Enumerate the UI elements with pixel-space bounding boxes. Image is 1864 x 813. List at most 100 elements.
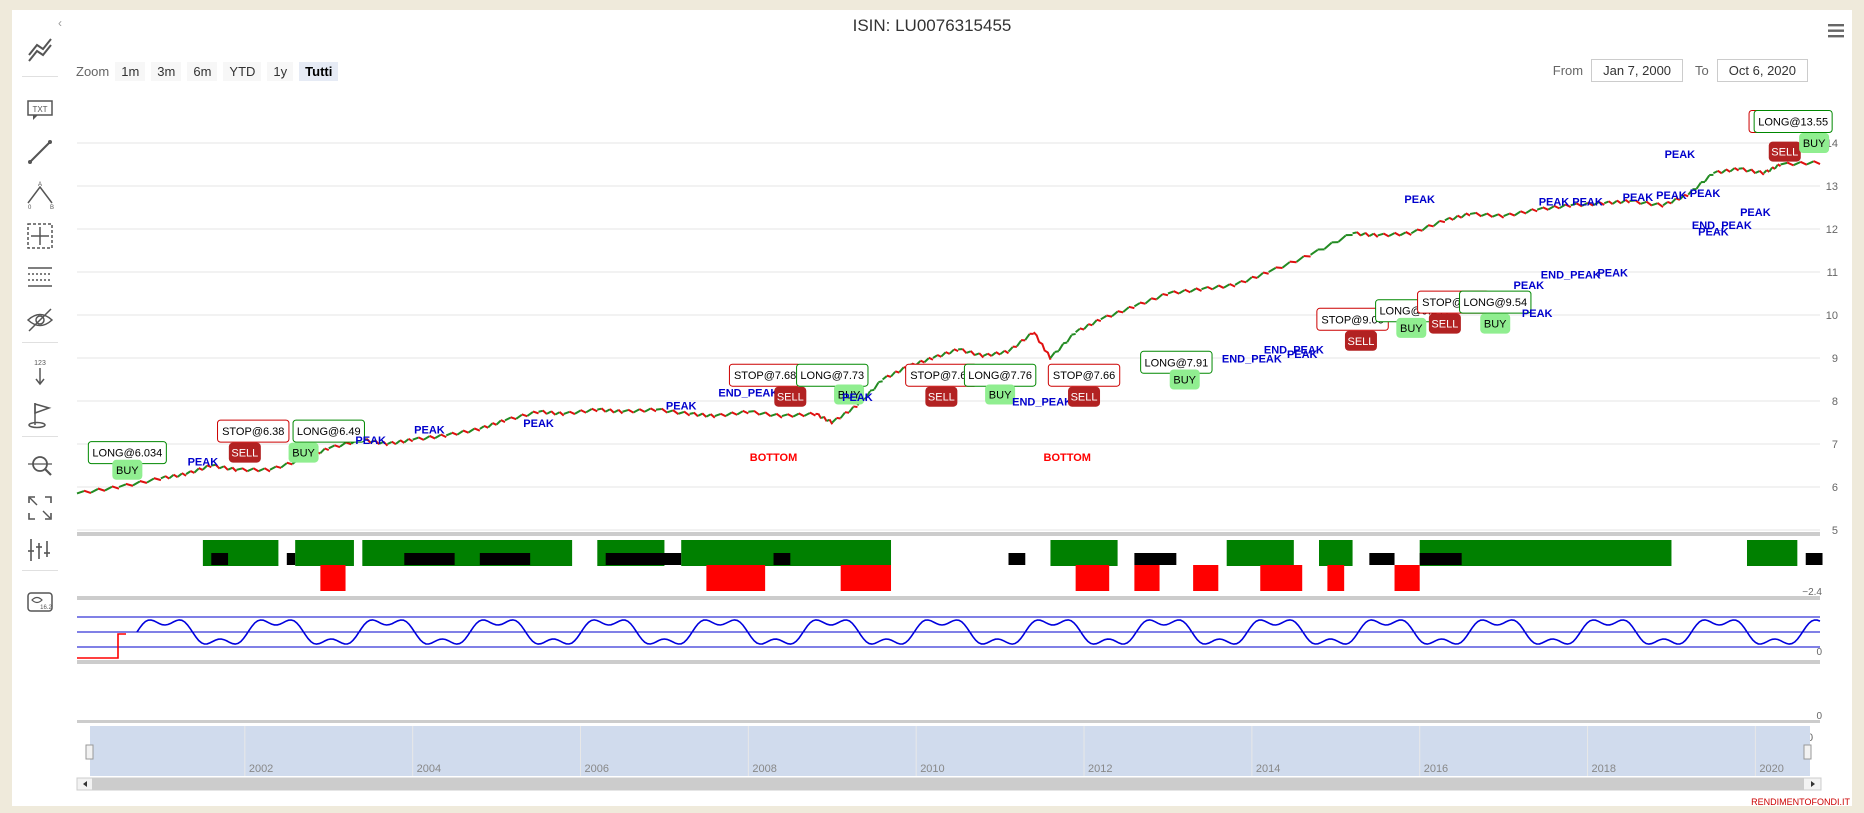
price-segment	[104, 485, 113, 492]
price-segment	[970, 350, 976, 357]
flag-icon[interactable]	[20, 396, 60, 432]
price-segment	[672, 409, 680, 415]
price-segment	[168, 474, 175, 480]
price-segment	[1024, 333, 1031, 341]
buy-flag-text: BUY	[1484, 319, 1507, 331]
zoom-button-1y[interactable]: 1y	[267, 61, 294, 81]
buy-flag-text: BUY	[1400, 323, 1423, 335]
price-segment	[1173, 290, 1180, 295]
zoom-button-3m[interactable]: 3m	[151, 61, 182, 81]
signal-block	[1260, 565, 1303, 591]
indicators-icon[interactable]	[20, 532, 60, 568]
price-segment	[961, 348, 968, 354]
price-segment	[532, 410, 539, 415]
price-segment	[1240, 280, 1247, 284]
zoom-button-ytd[interactable]: YTD	[223, 61, 262, 81]
peak-label: END_PEAK	[1541, 269, 1601, 281]
zoom-button-6m[interactable]: 6m	[187, 61, 218, 81]
price-segment	[324, 447, 330, 451]
signal-callout-text: LONG@6.034	[92, 448, 162, 460]
date-range-inputs: From Jan 7, 2000 To Oct 6, 2020	[1553, 59, 1808, 82]
scrollbar-left-arrow	[83, 781, 87, 787]
line-chart-icon[interactable]	[20, 32, 60, 68]
context-menu-icon[interactable]	[1828, 24, 1844, 38]
vertical-counter-icon[interactable]: 123	[20, 354, 60, 390]
zoom-icon[interactable]	[20, 448, 60, 484]
peak-label: PEAK	[523, 418, 554, 430]
signal-block	[211, 553, 229, 565]
bottom-label: BOTTOM	[1044, 452, 1091, 464]
price-segment	[697, 412, 703, 417]
signal-callout-text: STOP@7.68	[734, 370, 796, 382]
price-segment	[554, 411, 561, 416]
y-tick-label: 7	[1832, 439, 1838, 451]
y-tick-label: 8	[1832, 396, 1838, 408]
price-segment	[1624, 198, 1631, 204]
text-annotation-icon[interactable]: TXT	[20, 92, 60, 128]
price-segment	[940, 351, 947, 358]
price-segment	[803, 412, 811, 417]
price-segment	[1486, 212, 1493, 218]
price-segment	[280, 462, 288, 469]
price-segment	[1616, 199, 1622, 205]
price-segment	[1439, 219, 1446, 224]
price-segment	[1229, 282, 1236, 288]
price-segment	[823, 415, 828, 422]
price-segment	[600, 407, 607, 413]
price-segment	[258, 467, 265, 472]
price-segment	[546, 410, 552, 415]
zoom-button-1m[interactable]: 1m	[115, 61, 146, 81]
price-segment	[491, 422, 498, 426]
signal-callout-text: LONG@7.76	[968, 370, 1032, 382]
price-segment	[1144, 297, 1152, 305]
price-segment	[1629, 199, 1636, 203]
toolbar-separator	[22, 342, 58, 343]
peak-label: PEAK	[666, 401, 697, 413]
price-segment	[1448, 216, 1454, 221]
price-segment	[627, 408, 635, 414]
price-segment	[836, 416, 841, 420]
price-segment	[1066, 334, 1073, 343]
peak-label: PEAK	[1623, 192, 1654, 204]
price-segment	[1206, 285, 1214, 291]
price-segment	[655, 408, 662, 411]
fibonacci-icon[interactable]	[20, 260, 60, 296]
signal-callout-text: LONG@13.55	[1758, 117, 1828, 129]
price-segment	[1780, 161, 1788, 166]
measure-icon[interactable]	[20, 218, 60, 254]
price-segment	[189, 470, 195, 474]
price-segment	[574, 409, 582, 415]
segment-icon[interactable]	[20, 134, 60, 170]
current-price-icon[interactable]: 16.2	[20, 584, 60, 620]
price-segment	[709, 413, 716, 419]
price-segment	[1492, 213, 1499, 218]
toolbar-separator	[22, 76, 58, 77]
price-segment	[759, 411, 766, 416]
price-segment	[764, 411, 772, 418]
price-segment	[689, 411, 695, 415]
signal-block	[1746, 540, 1798, 566]
fullscreen-icon[interactable]	[20, 490, 60, 526]
from-date-input[interactable]: Jan 7, 2000	[1591, 59, 1684, 82]
collapse-toolbar-icon[interactable]: ‹	[58, 16, 62, 30]
signal-block	[840, 565, 892, 591]
signal-block	[1226, 540, 1294, 566]
hide-icon[interactable]	[20, 302, 60, 338]
volume-label: 0	[1816, 711, 1822, 722]
price-segment	[399, 439, 405, 444]
zoom-button-tutti[interactable]: Tutti	[299, 61, 339, 81]
sell-flag-text: SELL	[928, 392, 955, 404]
credits-link[interactable]: RENDIMENTOFONDI.IT	[1751, 797, 1850, 807]
price-segment	[1223, 283, 1230, 289]
stock-tools-toolbar: TXT A 0 B 123 16.2	[12, 10, 66, 806]
to-date-input[interactable]: Oct 6, 2020	[1716, 59, 1808, 82]
price-segment	[848, 406, 855, 413]
elliott-wave-icon[interactable]: A 0 B	[20, 176, 60, 212]
price-segment	[1452, 215, 1459, 221]
price-segment	[919, 359, 926, 364]
price-segment	[683, 410, 691, 417]
navigator-tick-label: 2008	[752, 763, 776, 775]
price-segment	[1777, 163, 1782, 168]
price-segment	[714, 413, 721, 417]
price-segment	[781, 413, 788, 418]
